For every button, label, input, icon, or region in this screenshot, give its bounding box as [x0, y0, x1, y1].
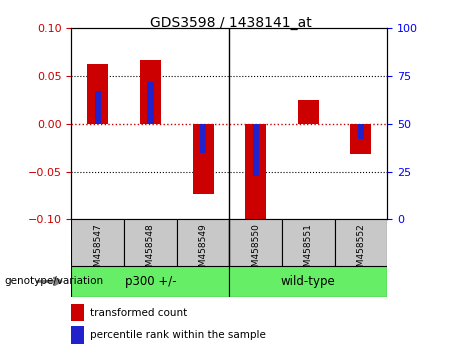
- Text: transformed count: transformed count: [90, 308, 188, 318]
- Text: GSM458548: GSM458548: [146, 223, 155, 278]
- Bar: [298, 100, 319, 124]
- Text: GSM458549: GSM458549: [199, 223, 207, 278]
- Bar: [350, 124, 372, 154]
- Bar: [245, 124, 266, 221]
- Bar: [229, 219, 282, 266]
- Bar: [147, 82, 154, 124]
- Bar: [140, 60, 161, 124]
- Text: GSM458547: GSM458547: [93, 223, 102, 278]
- Bar: [335, 219, 387, 266]
- Bar: [71, 326, 84, 344]
- Bar: [200, 124, 206, 153]
- Bar: [71, 266, 229, 297]
- Bar: [193, 124, 213, 194]
- Text: GSM458551: GSM458551: [304, 223, 313, 278]
- Bar: [177, 219, 229, 266]
- Text: GSM458550: GSM458550: [251, 223, 260, 278]
- Bar: [71, 304, 84, 321]
- Bar: [358, 124, 364, 139]
- Text: p300 +/-: p300 +/-: [124, 275, 176, 288]
- Bar: [229, 266, 387, 297]
- Text: GSM458552: GSM458552: [356, 223, 366, 278]
- Bar: [282, 219, 335, 266]
- Bar: [87, 64, 108, 124]
- Text: genotype/variation: genotype/variation: [5, 276, 104, 286]
- Bar: [71, 219, 124, 266]
- Bar: [253, 124, 259, 176]
- Text: wild-type: wild-type: [281, 275, 336, 288]
- Bar: [95, 91, 101, 124]
- Text: GDS3598 / 1438141_at: GDS3598 / 1438141_at: [150, 16, 311, 30]
- Text: percentile rank within the sample: percentile rank within the sample: [90, 330, 266, 340]
- Bar: [124, 219, 177, 266]
